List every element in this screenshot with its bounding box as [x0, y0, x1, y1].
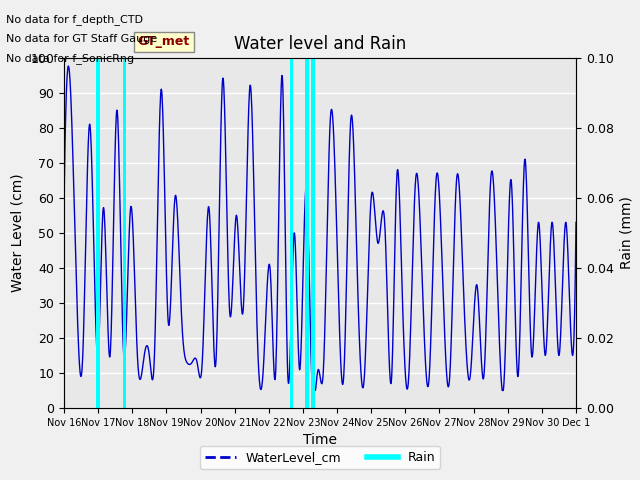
WaterLevel_cm	[298, 336, 305, 342]
WaterLevel_cm	[278, 76, 285, 82]
WaterLevel_cm	[65, 63, 72, 69]
Y-axis label: Rain (mm): Rain (mm)	[620, 196, 633, 269]
Text: GT_met: GT_met	[138, 36, 190, 48]
WaterLevel_cm	[60, 202, 68, 208]
X-axis label: Time: Time	[303, 433, 337, 447]
Text: No data for f_SonicRng: No data for f_SonicRng	[6, 53, 134, 64]
WaterLevel_cm	[352, 223, 360, 228]
WaterLevel_cm	[289, 277, 296, 283]
Title: Water level and Rain: Water level and Rain	[234, 35, 406, 53]
WaterLevel_cm	[121, 354, 129, 360]
Legend: WaterLevel_cm, Rain: WaterLevel_cm, Rain	[200, 446, 440, 469]
WaterLevel_cm	[309, 388, 317, 394]
WaterLevel_cm	[572, 219, 580, 225]
WaterLevel_cm	[100, 207, 108, 213]
Text: No data for f_depth_CTD: No data for f_depth_CTD	[6, 14, 143, 25]
Text: No data for GT Staff Gauge: No data for GT Staff Gauge	[6, 34, 157, 44]
Line: WaterLevel_cm: WaterLevel_cm	[64, 66, 576, 391]
Y-axis label: Water Level (cm): Water Level (cm)	[11, 173, 25, 292]
